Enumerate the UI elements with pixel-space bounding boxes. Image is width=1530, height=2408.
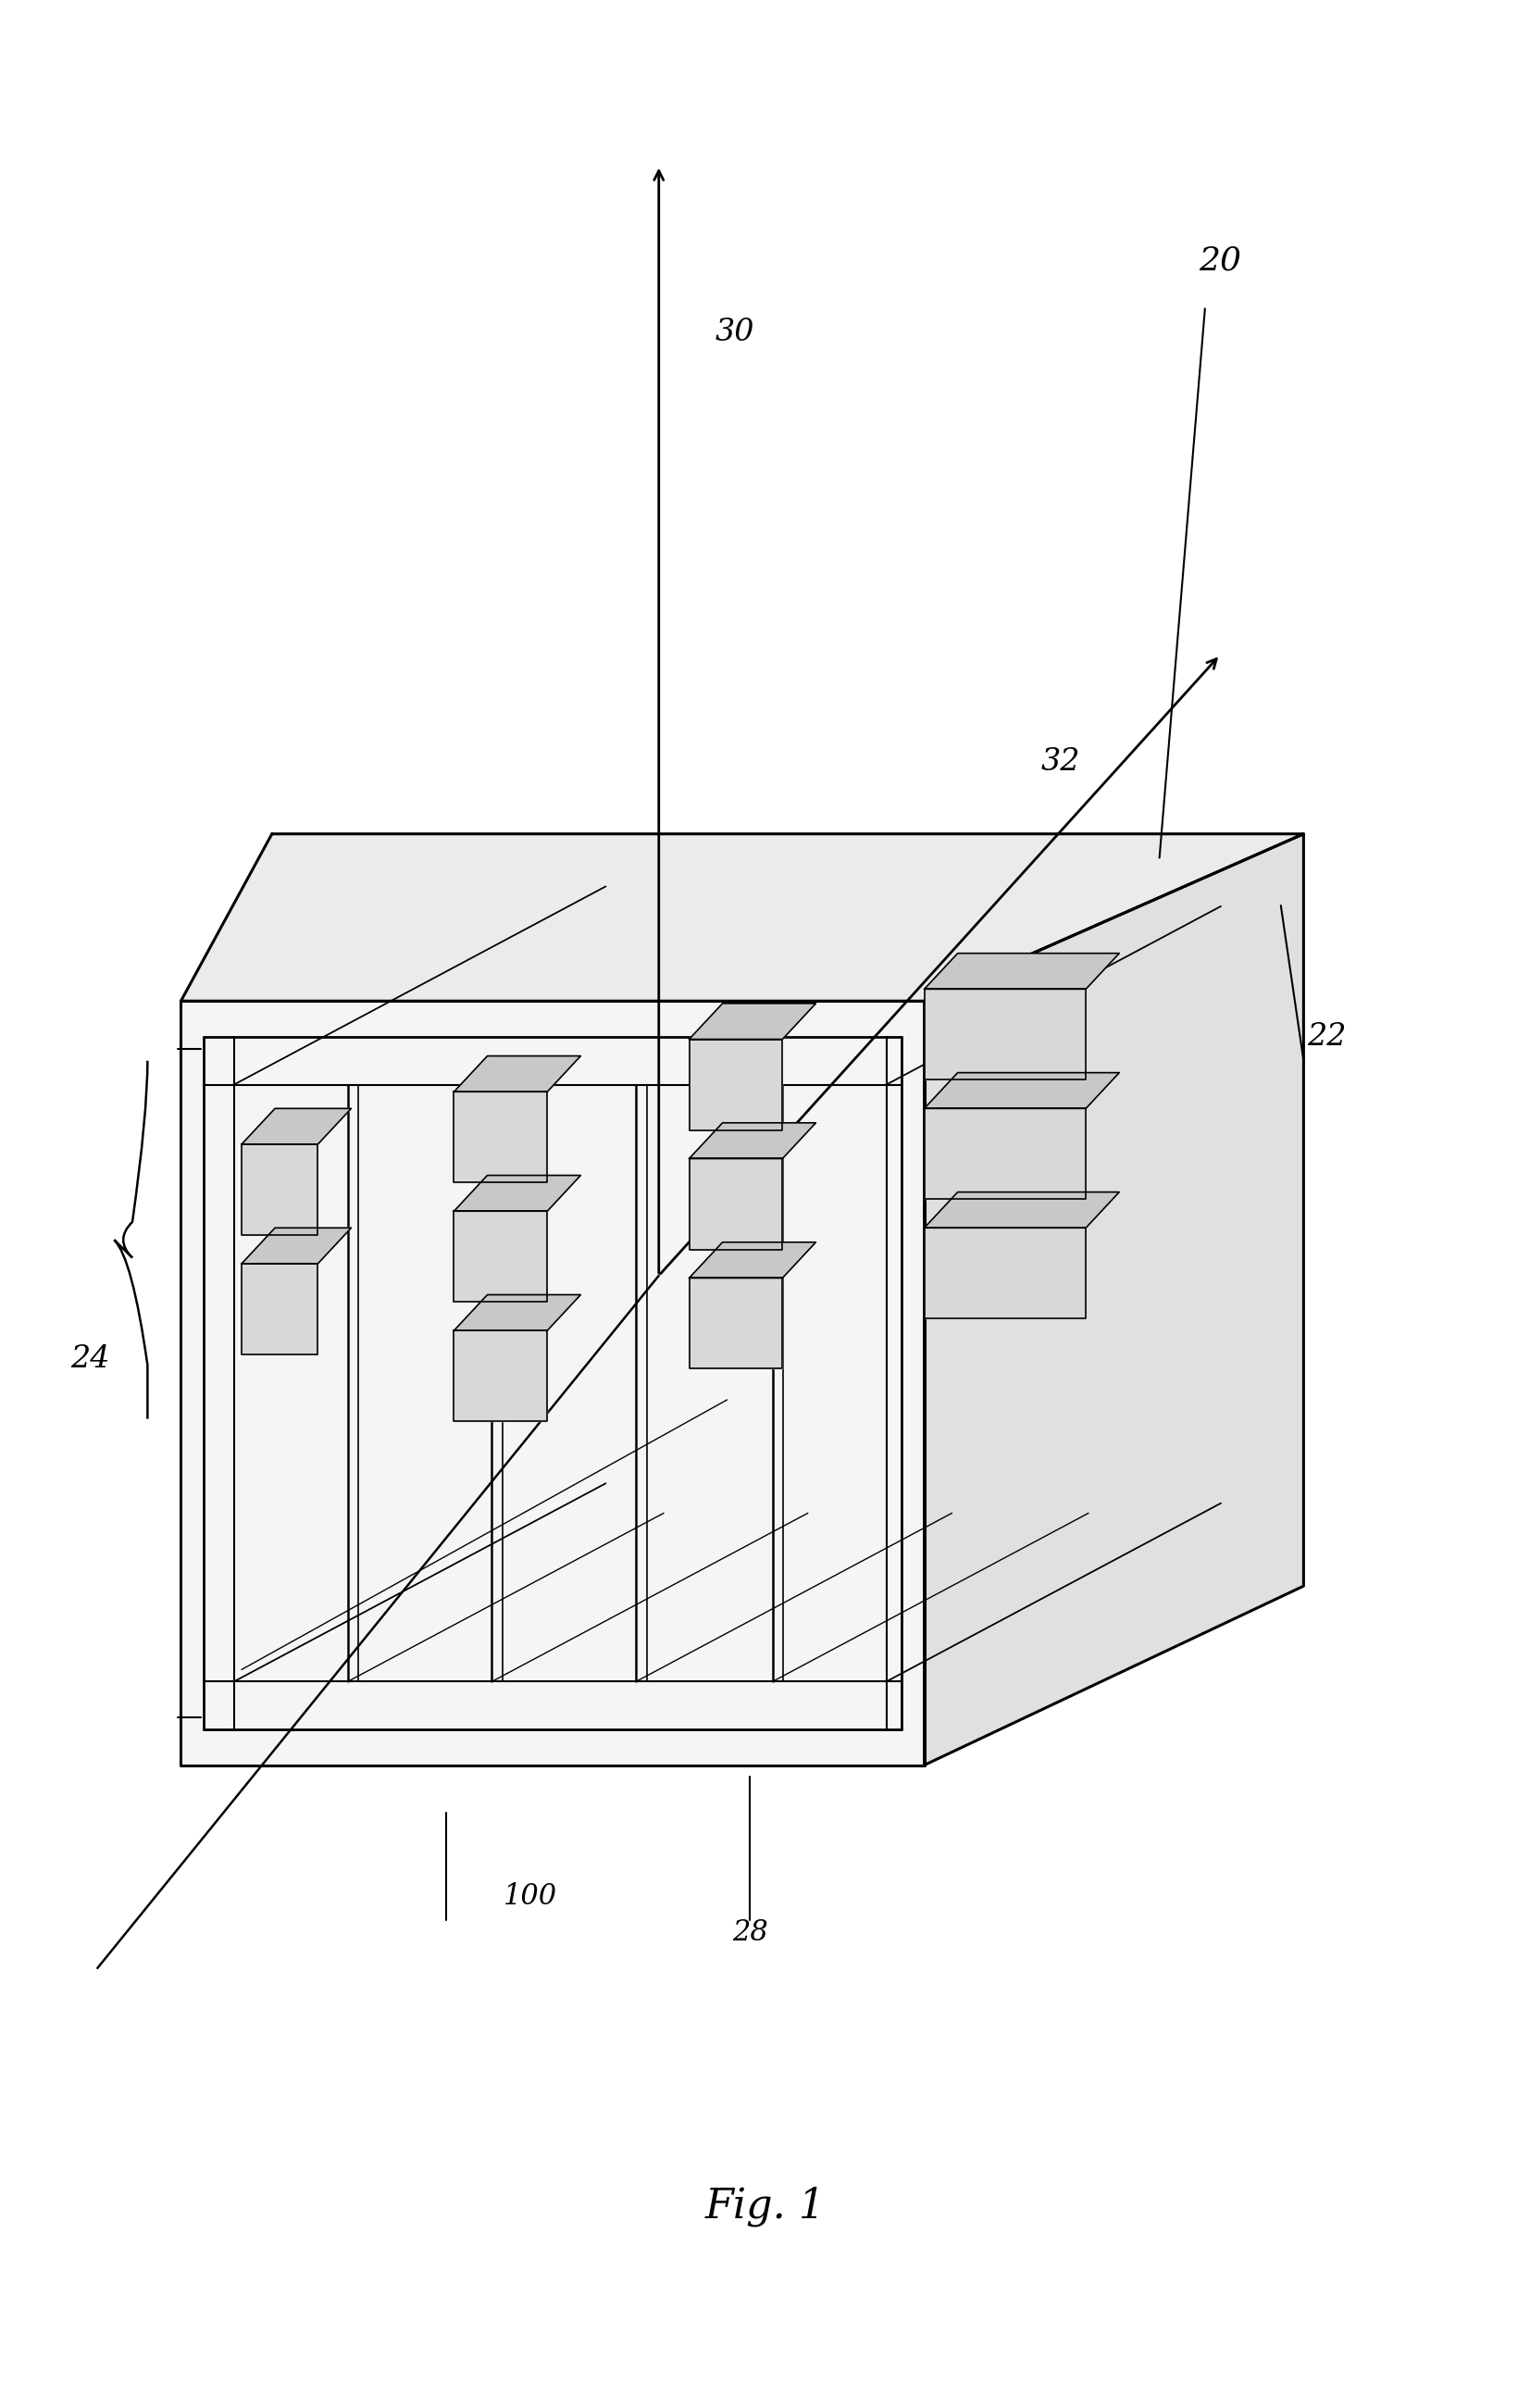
Polygon shape: [181, 1002, 924, 1765]
Text: 28: 28: [731, 1917, 768, 1946]
Polygon shape: [454, 1211, 548, 1303]
Polygon shape: [454, 1296, 581, 1332]
Text: 22: 22: [1307, 1021, 1346, 1052]
Polygon shape: [181, 833, 1304, 1002]
Polygon shape: [454, 1175, 581, 1211]
Polygon shape: [454, 1332, 548, 1421]
Polygon shape: [688, 1122, 815, 1158]
Polygon shape: [242, 1108, 352, 1144]
Text: 30: 30: [715, 318, 754, 347]
Polygon shape: [454, 1057, 581, 1091]
Polygon shape: [688, 1040, 782, 1129]
Polygon shape: [924, 833, 1304, 1765]
Polygon shape: [924, 954, 1120, 990]
Polygon shape: [924, 1228, 1086, 1320]
Text: 100: 100: [503, 1883, 557, 1912]
Polygon shape: [688, 1279, 782, 1368]
Polygon shape: [688, 1158, 782, 1250]
Polygon shape: [454, 1091, 548, 1182]
Text: 20: 20: [1200, 246, 1241, 277]
Text: 24: 24: [70, 1344, 110, 1375]
Polygon shape: [688, 1004, 815, 1040]
Polygon shape: [242, 1228, 352, 1264]
Text: Fig. 1: Fig. 1: [705, 2186, 825, 2227]
Polygon shape: [924, 1108, 1086, 1199]
Polygon shape: [242, 1144, 318, 1235]
Polygon shape: [924, 1072, 1120, 1108]
Polygon shape: [688, 1243, 815, 1279]
Polygon shape: [242, 1264, 318, 1353]
Polygon shape: [924, 990, 1086, 1079]
Text: 32: 32: [1042, 746, 1080, 778]
Polygon shape: [924, 1192, 1120, 1228]
